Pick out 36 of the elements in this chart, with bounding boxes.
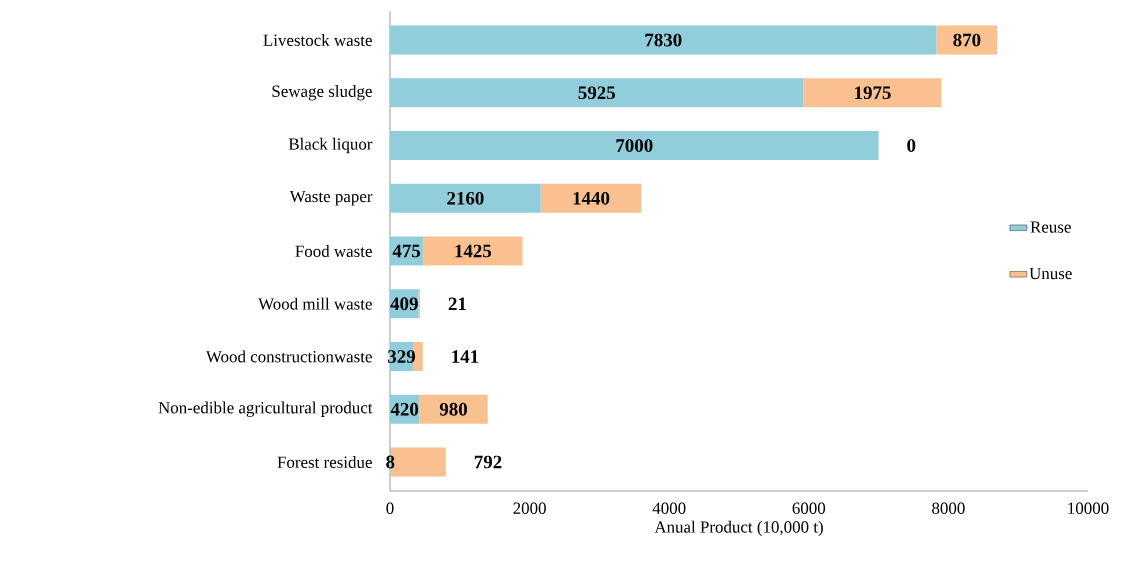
data-label: 475: [392, 244, 421, 258]
data-label: 5925: [578, 86, 616, 100]
legend-label: Reuse: [1030, 221, 1071, 233]
data-label: 1975: [855, 86, 891, 100]
data-label: 792: [474, 455, 502, 469]
x-axis-title: Anual Product (10,000 t): [654, 520, 823, 537]
y-tick-label: Non-edible agricultural product: [158, 401, 373, 417]
data-label: 2160: [447, 191, 484, 205]
data-label: 21: [448, 297, 466, 311]
data-label: 980: [439, 402, 467, 416]
y-tick-label: Wood constructionwaste: [205, 350, 372, 363]
x-tick-label: 8000: [932, 502, 965, 514]
legend-label: Unuse: [1029, 267, 1072, 280]
data-label: 409: [390, 297, 418, 311]
data-label: 7000: [616, 139, 653, 152]
x-tick-label: 0: [386, 502, 394, 514]
data-label: 329: [388, 350, 415, 363]
data-label: 141: [452, 350, 479, 363]
data-label: 7830: [645, 33, 682, 47]
y-tick-label: Wood mill waste: [258, 297, 372, 310]
data-label: 420: [390, 402, 419, 416]
x-tick-label: 2000: [513, 502, 546, 514]
data-label: 1425: [455, 244, 492, 258]
data-label: 870: [953, 33, 981, 47]
y-tick-label: Black liquor: [288, 137, 373, 154]
data-label: 8: [386, 455, 395, 469]
y-tick-label: Forest residue: [277, 456, 372, 468]
data-label: 1440: [573, 191, 610, 205]
y-tick-label: Sewage sludge: [272, 85, 372, 101]
x-tick-label: 6000: [792, 502, 826, 514]
x-tick-label: 10000: [1068, 502, 1109, 514]
data-label: 0: [907, 139, 916, 152]
y-tick-label: Food waste: [295, 245, 372, 257]
y-tick-label: Livestock waste: [263, 34, 372, 46]
y-tick-label: Waste paper: [289, 190, 373, 206]
x-tick-label: 4000: [652, 502, 686, 514]
